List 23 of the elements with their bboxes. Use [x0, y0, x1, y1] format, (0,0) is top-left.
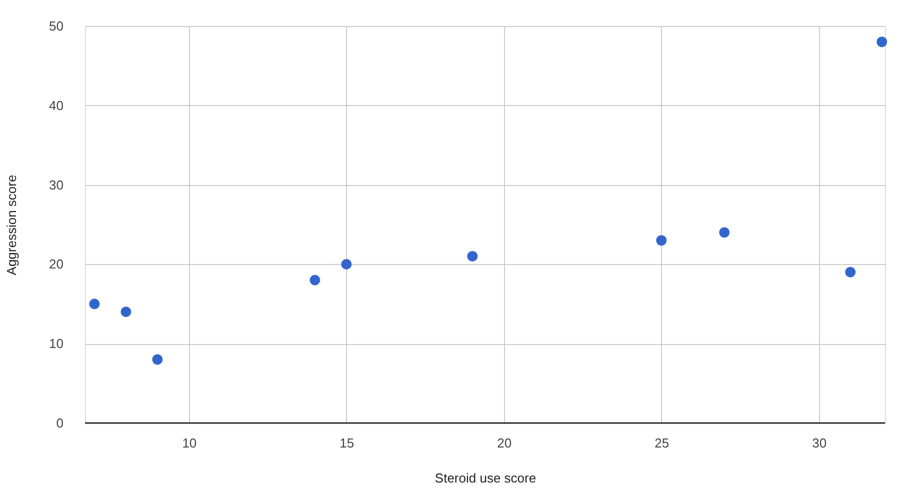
- y-axis-title: Aggression score: [4, 174, 20, 276]
- x-tick-label: 10: [182, 436, 197, 450]
- y-tick-label: 40: [49, 98, 64, 113]
- x-tick-label: 25: [654, 436, 670, 450]
- y-tick-label: 0: [56, 416, 64, 430]
- x-tick-label: 15: [340, 436, 354, 450]
- x-tick-label: 20: [497, 436, 512, 450]
- point: [310, 274, 320, 286]
- x-axis-title: Steroid use score: [434, 470, 536, 486]
- y-tick-label: 30: [49, 177, 64, 192]
- y-tick-label: 50: [49, 18, 64, 34]
- point: [120, 306, 132, 318]
- point: [719, 227, 730, 238]
- y-tick-label: 20: [49, 256, 64, 272]
- point: [152, 354, 163, 365]
- point: [341, 258, 352, 270]
- y-tick-label: 10: [49, 336, 64, 352]
- point: [876, 36, 888, 48]
- point: [467, 251, 478, 262]
- point: [89, 298, 100, 310]
- point: [845, 266, 856, 278]
- point: [656, 235, 667, 246]
- x-tick-label: 30: [812, 436, 827, 450]
